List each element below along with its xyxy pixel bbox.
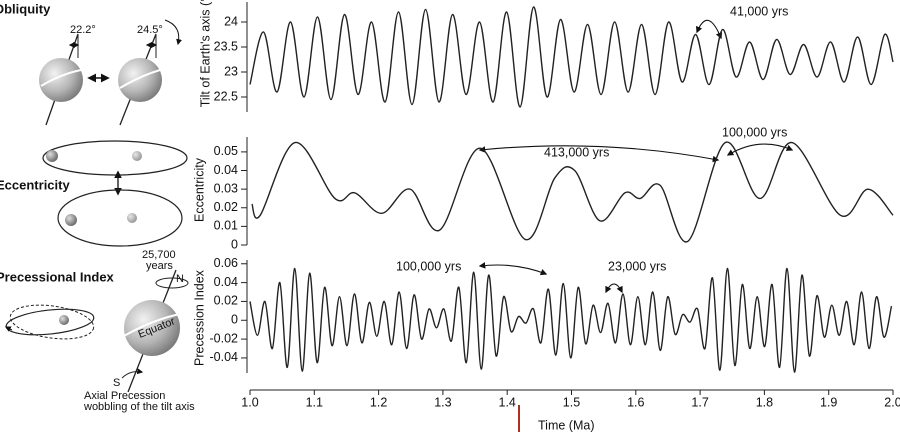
obliquity-diagram: Obliquity 22.2° 24.5°	[0, 1, 182, 126]
period-label: 25,700	[142, 249, 176, 261]
y-tick-label: -0.02	[210, 331, 239, 345]
data-line	[249, 267, 893, 373]
y-axis-label: Precession Index	[192, 269, 206, 366]
eccentricity-diagram: Eccentricity	[0, 140, 188, 247]
y-tick-label: 0	[231, 237, 238, 251]
y-tick-label: 0.05	[214, 144, 238, 158]
annotation: 41,000 yrs	[730, 4, 788, 18]
data-line	[249, 6, 894, 108]
pole-label: N	[176, 273, 184, 285]
x-tick-label: 1.9	[820, 395, 837, 409]
x-tick-label: 1.4	[499, 395, 516, 409]
annotation: 23,000 yrs	[608, 259, 666, 273]
y-tick-label: 0	[231, 313, 238, 327]
annotation: 100,000 yrs	[722, 125, 787, 139]
diagram-title: Precessional Index	[0, 269, 115, 284]
y-tick-label: -0.04	[210, 350, 239, 364]
y-tick-label: 23.5	[214, 39, 238, 53]
y-tick-label: 0.04	[214, 163, 238, 177]
period-label: years	[146, 260, 173, 272]
annotation-arrows	[478, 19, 794, 294]
caption: Axial Precession	[84, 390, 165, 402]
data-line	[251, 141, 894, 243]
y-tick-label: 24	[224, 14, 238, 28]
x-tick-label: 1.7	[691, 395, 708, 409]
y-tick-label: 0.01	[214, 219, 238, 233]
angle-label: 24.5°	[137, 24, 163, 36]
x-tick-label: 1.6	[627, 395, 644, 409]
y-axis-label: Tilt of Earth's axis (°)	[198, 0, 212, 107]
caption: wobbling of the tilt axis	[83, 401, 195, 413]
annotation: 100,000 yrs	[396, 259, 461, 273]
annotation: 413,000 yrs	[544, 145, 609, 159]
y-axis-label: Eccentricity	[192, 157, 206, 222]
y-tick-label: 0.03	[214, 181, 238, 195]
y-tick-label: 0.06	[214, 256, 238, 270]
x-tick-label: 1.3	[434, 395, 451, 409]
diagram-title: Obliquity	[0, 1, 51, 16]
y-tick-label: 0.02	[214, 200, 238, 214]
y-tick-label: 23	[224, 64, 238, 78]
y-tick-label: 22.5	[214, 89, 238, 103]
y-tick-label: 0.02	[214, 294, 238, 308]
pole-label: S	[113, 377, 120, 389]
x-tick-label: 1.5	[563, 395, 580, 409]
x-tick-label: 1.2	[370, 395, 387, 409]
x-tick-label: 1.8	[756, 395, 773, 409]
x-axis-label: Time (Ma)	[538, 418, 594, 432]
x-tick-label: 1.1	[306, 395, 323, 409]
x-tick-label: 1.0	[241, 395, 258, 409]
angle-label: 22.2°	[70, 24, 96, 36]
x-tick-label: 2.0	[884, 395, 900, 409]
y-tick-label: 0.04	[214, 275, 238, 289]
diagram-title: Eccentricity	[0, 177, 70, 192]
precession-diagram: Precessional Index 25,700 years N Equato…	[0, 249, 195, 413]
